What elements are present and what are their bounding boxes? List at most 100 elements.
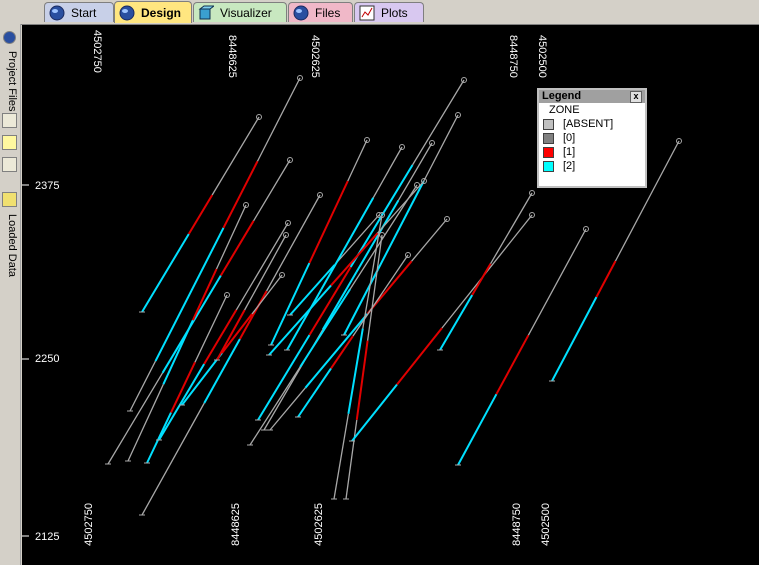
well-segment: [551, 296, 598, 382]
well-head-marker: [285, 220, 291, 226]
well-segment: [154, 227, 225, 362]
well-segment: [257, 334, 311, 421]
well-segment: [490, 192, 533, 264]
project-files-panel-tab[interactable]: Project Files: [6, 51, 18, 112]
well-head-marker: [224, 292, 230, 298]
well-segment: [321, 271, 358, 331]
well-head-marker: [676, 138, 682, 144]
well-segment: [347, 139, 368, 182]
well-segment: [203, 309, 238, 365]
well-head-marker: [317, 192, 323, 198]
tab-plots[interactable]: Plots: [354, 2, 424, 22]
well-head-marker: [256, 114, 262, 120]
well-segment: [308, 266, 352, 336]
well-segment: [141, 233, 190, 313]
bottom-axis-label: 8448625: [230, 503, 242, 546]
well-segment: [343, 268, 380, 336]
well-segment: [411, 218, 448, 262]
well-head-marker: [364, 137, 370, 143]
top-axis-label: 8448625: [226, 35, 238, 78]
cube-icon: [198, 5, 216, 21]
plot-area[interactable]: 4502750 8448625 4502625 8448750 4502500 …: [22, 25, 759, 565]
well-head-marker: [287, 157, 293, 163]
well-segment: [595, 260, 617, 298]
well-segment: [170, 361, 196, 414]
y-axis-label: 2125: [35, 531, 59, 543]
tab-visualizer[interactable]: Visualizer: [193, 2, 287, 22]
tab-bar: Start Design Visualizer Files Plots: [0, 0, 759, 25]
well-segment: [396, 327, 443, 386]
well-head-marker: [379, 212, 385, 218]
well-segment: [215, 204, 247, 270]
well-segment: [423, 114, 459, 182]
legend-zone-label: ZONE: [549, 104, 580, 116]
well-head-marker: [243, 202, 249, 208]
well-head-marker: [414, 182, 420, 188]
well-segment: [268, 284, 332, 356]
legend-panel[interactable]: Legend x ZONE [ABSENT] [0] [1] [2]: [537, 88, 647, 188]
bottom-axis-label: 8448750: [511, 503, 523, 546]
well-segment: [347, 328, 364, 414]
well-segment: [471, 263, 492, 296]
well-segment: [308, 180, 349, 264]
well-segment: [158, 363, 206, 441]
legend-item: [1]: [539, 145, 645, 159]
well-segment: [355, 340, 369, 420]
y-axis-label: 2375: [35, 180, 59, 192]
well-segment: [107, 372, 164, 465]
well-head-marker: [429, 140, 435, 146]
well-segment: [614, 140, 680, 262]
well-head-marker: [283, 232, 289, 238]
well-head-marker: [399, 144, 405, 150]
well-head-marker: [529, 212, 535, 218]
tab-design[interactable]: Design: [114, 1, 192, 23]
globe-icon: [293, 5, 309, 21]
well-segment: [239, 290, 268, 340]
legend-item: [0]: [539, 131, 645, 145]
well-segment: [211, 116, 260, 196]
well-segment: [194, 294, 228, 363]
loaded-data-icon[interactable]: [2, 192, 17, 207]
legend-item-label: [1]: [563, 146, 576, 158]
windows-icon[interactable]: [2, 113, 17, 128]
well-segment: [249, 366, 301, 446]
top-axis-label: 8448750: [507, 35, 519, 78]
y-axis-label: 2250: [35, 353, 59, 365]
tab-start[interactable]: Start: [44, 2, 114, 22]
well-segment: [397, 142, 433, 201]
well-segment: [330, 335, 354, 369]
well-segment: [216, 309, 246, 361]
note-icon[interactable]: [2, 135, 17, 150]
legend-swatch: [543, 160, 554, 172]
tab-files[interactable]: Files: [288, 2, 353, 22]
bottom-axis-label: 4502625: [313, 503, 325, 546]
well-segment: [330, 232, 379, 287]
pencil-icon[interactable]: [2, 157, 17, 172]
well-segment: [181, 352, 223, 406]
well-segment: [351, 383, 398, 442]
well-segment: [457, 393, 498, 466]
well-segment: [191, 268, 218, 321]
well-segment: [372, 146, 403, 199]
legend-item-label: [ABSENT]: [563, 118, 614, 130]
loaded-data-panel-tab[interactable]: Loaded Data: [6, 214, 18, 277]
legend-title: Legend: [542, 90, 582, 102]
well-segment: [527, 228, 587, 336]
well-head-marker: [583, 226, 589, 232]
bottom-axis-label: 4502500: [540, 503, 552, 546]
well-head-marker: [297, 75, 303, 81]
well-segment: [286, 288, 323, 351]
tab-plots-label: Plots: [381, 5, 408, 20]
globe-icon: [49, 5, 65, 21]
legend-title-bar[interactable]: Legend x: [539, 90, 645, 103]
project-files-icon[interactable]: [3, 31, 16, 44]
legend-swatch: [543, 118, 554, 130]
well-segment: [333, 413, 350, 500]
well-segment: [297, 367, 332, 418]
well-head-marker: [444, 216, 450, 222]
close-icon[interactable]: x: [630, 91, 642, 103]
well-segment: [439, 294, 474, 351]
well-segment: [304, 313, 369, 389]
well-segment: [366, 234, 383, 341]
tab-start-label: Start: [71, 5, 97, 20]
